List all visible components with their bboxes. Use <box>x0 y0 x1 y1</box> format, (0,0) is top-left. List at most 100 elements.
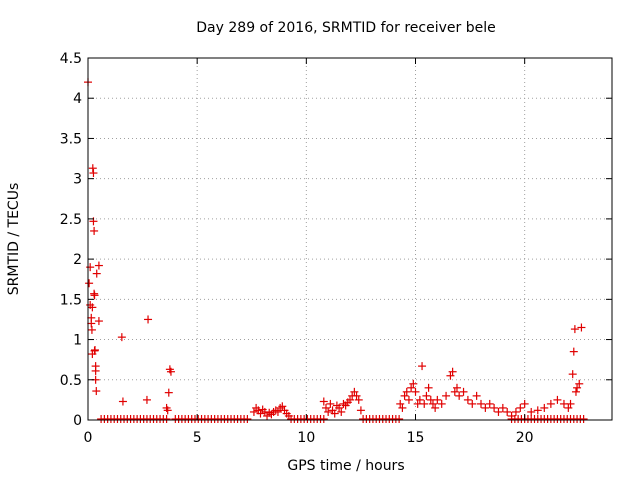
data-point <box>166 367 175 376</box>
data-point <box>442 391 451 400</box>
data-point <box>477 399 485 408</box>
data-point <box>278 402 287 411</box>
data-point <box>117 333 126 342</box>
data-point <box>356 406 365 415</box>
data-point <box>448 367 457 376</box>
x-tick-label: 10 <box>297 430 315 446</box>
data-point <box>433 395 442 404</box>
data-point <box>395 415 404 423</box>
data-point <box>256 409 265 418</box>
data-point <box>437 399 446 408</box>
data-point <box>481 403 490 412</box>
data-point <box>404 395 413 404</box>
data-point <box>337 407 346 416</box>
data-point <box>490 403 499 412</box>
data-point <box>485 399 494 408</box>
data-points <box>84 78 588 423</box>
data-point <box>260 407 269 416</box>
chart-title: Day 289 of 2016, SRMTID for receiver bel… <box>196 20 495 36</box>
data-point <box>142 395 151 404</box>
data-point <box>424 383 433 392</box>
y-tick-label: 2 <box>73 252 82 268</box>
data-point <box>570 325 579 334</box>
data-point <box>339 399 348 408</box>
data-point <box>418 362 427 371</box>
x-tick-label: 0 <box>84 430 93 446</box>
data-point <box>321 403 330 412</box>
data-point <box>330 409 339 418</box>
data-point <box>428 399 437 408</box>
data-point <box>571 387 580 396</box>
data-point <box>409 379 418 388</box>
data-point <box>431 403 440 412</box>
x-axis-ticks: 0 5 10 15 20 <box>84 58 534 446</box>
data-point <box>455 391 464 400</box>
data-point <box>163 406 172 415</box>
y-axis-ticks: 0 0.5 1 1.5 2 2.5 3 3.5 4 4.5 <box>60 51 612 429</box>
data-point <box>249 407 258 416</box>
data-point <box>566 399 575 408</box>
data-point <box>527 407 536 416</box>
data-point <box>319 415 328 423</box>
grid <box>88 58 612 420</box>
data-point <box>88 303 97 312</box>
data-point <box>346 395 354 404</box>
data-point <box>468 399 477 408</box>
data-point <box>411 387 420 396</box>
data-point <box>503 407 512 416</box>
data-point <box>85 279 94 288</box>
data-point <box>354 395 363 404</box>
data-point <box>398 403 407 412</box>
data-point <box>569 347 578 356</box>
y-tick-label: 1 <box>73 333 82 349</box>
data-point <box>350 387 359 396</box>
data-point <box>164 388 173 397</box>
data-point <box>564 403 573 412</box>
data-point <box>452 383 461 392</box>
data-point <box>335 403 344 412</box>
y-tick-label: 1.5 <box>60 292 82 308</box>
data-point <box>87 319 96 328</box>
y-tick-label: 4.5 <box>60 51 82 67</box>
x-tick-label: 15 <box>407 430 425 446</box>
data-point <box>243 415 252 423</box>
data-point <box>88 164 97 173</box>
data-point <box>94 317 103 326</box>
data-point <box>407 383 416 392</box>
data-point <box>89 169 98 178</box>
data-point <box>396 399 405 408</box>
data-point <box>87 325 96 334</box>
data-point <box>94 261 103 270</box>
data-point <box>402 387 411 396</box>
data-point <box>118 397 127 406</box>
data-point <box>90 291 99 300</box>
data-point <box>568 370 577 379</box>
data-point <box>577 323 586 332</box>
y-tick-label: 0.5 <box>60 373 82 389</box>
data-point <box>400 391 409 400</box>
data-point <box>498 403 507 412</box>
data-point <box>422 391 431 400</box>
y-tick-label: 0 <box>73 413 82 429</box>
y-tick-label: 2.5 <box>60 212 82 228</box>
data-point <box>273 407 282 416</box>
data-point <box>420 399 429 408</box>
data-point <box>573 383 582 392</box>
data-point <box>92 387 101 396</box>
data-point <box>90 226 99 235</box>
data-point <box>459 387 468 396</box>
data-point <box>533 406 542 415</box>
data-point <box>472 391 481 400</box>
data-point <box>326 399 335 408</box>
data-point <box>86 263 95 272</box>
data-point <box>575 379 584 388</box>
data-point <box>352 391 361 400</box>
data-point <box>92 269 101 278</box>
data-point <box>162 415 171 423</box>
data-point <box>446 371 455 380</box>
data-point <box>579 415 588 423</box>
y-tick-label: 3 <box>73 172 82 188</box>
y-axis-label: SRMTID / TECUs <box>6 183 22 296</box>
y-tick-label: 4 <box>73 91 82 107</box>
